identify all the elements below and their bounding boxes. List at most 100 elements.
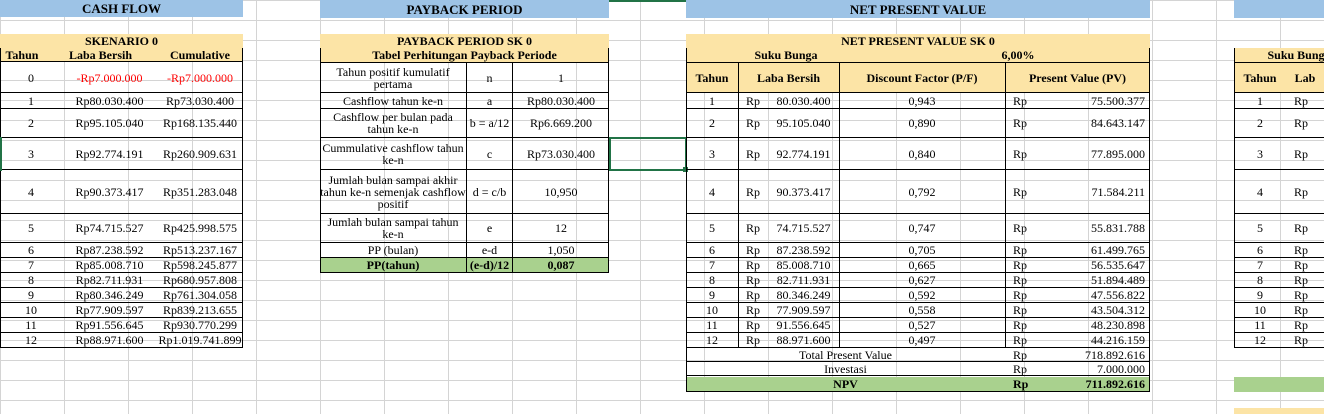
npv-total-value[interactable]: 718.892.616 [1045,348,1150,362]
npv-year[interactable]: 10 [686,303,738,318]
payback-value[interactable]: 1 [512,63,609,93]
npv-currency-label[interactable]: Rp [738,318,768,333]
cashflow-net-profit[interactable]: Rp80.030.400 [62,93,157,109]
npv-net-profit[interactable]: 74.715.527 [768,214,839,243]
right-year[interactable]: 1 [1234,93,1286,109]
payback-symbol[interactable]: c [467,138,512,170]
cashflow-cumulative[interactable]: Rp425.998.575 [157,214,243,243]
payback-symbol[interactable]: b = a/12 [467,109,512,138]
npv-currency-label[interactable]: Rp [738,243,768,258]
payback-symbol[interactable]: d = c/b [467,170,512,214]
npv-rate-value[interactable]: 6,00% [886,48,1150,63]
right-year[interactable]: 6 [1234,243,1286,258]
npv-header-1[interactable]: Laba Bersih [738,63,839,93]
npv-year[interactable]: 3 [686,138,738,170]
right-currency[interactable]: Rp [1286,93,1324,109]
fill-handle[interactable] [683,167,688,172]
npv-year[interactable]: 1 [686,93,738,109]
cashflow-title[interactable]: CASH FLOW [0,0,243,17]
npv-pv-currency[interactable]: Rp [1005,318,1045,333]
npv-net-profit[interactable]: 80.030.400 [768,93,839,109]
npv-present-value[interactable]: 61.499.765 [1045,243,1150,258]
npv-present-value[interactable]: 48.230.898 [1045,318,1150,333]
npv-year[interactable]: 5 [686,214,738,243]
npv-pv-currency[interactable]: Rp [1005,258,1045,273]
payback-symbol[interactable]: e [467,214,512,243]
right-currency[interactable]: Rp [1286,243,1324,258]
right-year[interactable]: 7 [1234,258,1286,273]
npv-discount-factor[interactable]: 0,527 [839,318,1005,333]
right-currency[interactable]: Rp [1286,258,1324,273]
cashflow-cumulative[interactable]: Rp513.237.167 [157,243,243,258]
right-year[interactable]: 12 [1234,333,1286,348]
cashflow-year[interactable]: 11 [0,318,62,333]
npv-net-profit[interactable]: 92.774.191 [768,138,839,170]
payback-title[interactable]: PAYBACK PERIOD [320,0,609,18]
cashflow-net-profit[interactable]: Rp90.373.417 [62,170,157,214]
npv-currency-label[interactable]: Rp [738,273,768,288]
npv-currency-label[interactable]: Rp [738,333,768,348]
cashflow-net-profit[interactable]: Rp82.711.931 [62,273,157,288]
cashflow-net-profit[interactable]: Rp80.346.249 [62,288,157,303]
npv-net-profit[interactable]: 77.909.597 [768,303,839,318]
npv-invest-value[interactable]: 7.000.000 [1045,362,1150,376]
npv-discount-factor[interactable]: 0,592 [839,288,1005,303]
payback-label[interactable]: PP (bulan) [320,243,467,258]
npv-present-value[interactable]: 43.504.312 [1045,303,1150,318]
npv-pv-currency[interactable]: Rp [1005,333,1045,348]
npv-total-currency[interactable]: Rp [1005,348,1045,362]
npv-pv-currency[interactable]: Rp [1005,288,1045,303]
npv-discount-factor[interactable]: 0,890 [839,109,1005,138]
cashflow-cumulative[interactable]: Rp1.019.741.899 [157,333,243,348]
payback-table-title[interactable]: Tabel Perhitungan Payback Periode [320,48,609,63]
cashflow-cumulative[interactable]: Rp839.213.655 [157,303,243,318]
npv-net-profit[interactable]: 85.008.710 [768,258,839,273]
payback-result-symbol[interactable]: (e-d)/12 [467,258,512,273]
npv-year[interactable]: 9 [686,288,738,303]
npv-net-profit[interactable]: 87.238.592 [768,243,839,258]
cashflow-cumulative[interactable]: Rp930.770.299 [157,318,243,333]
npv-present-value[interactable]: 77.895.000 [1045,138,1150,170]
npv-discount-factor[interactable]: 0,627 [839,273,1005,288]
cashflow-net-profit[interactable]: Rp85.008.710 [62,258,157,273]
cashflow-year[interactable]: 9 [0,288,62,303]
right-currency[interactable]: Rp [1286,109,1324,138]
payback-symbol[interactable]: a [467,93,512,109]
cashflow-net-profit[interactable]: Rp87.238.592 [62,243,157,258]
payback-label[interactable]: Cashflow tahun ke-n [320,93,467,109]
npv-present-value[interactable]: 56.535.647 [1045,258,1150,273]
npv-net-profit[interactable]: 91.556.645 [768,318,839,333]
payback-label[interactable]: Cummulative cashflow tahun ke-n [320,138,467,170]
payback-result-value[interactable]: 0,087 [512,258,609,273]
cashflow-year[interactable]: 2 [0,109,62,138]
cashflow-net-profit[interactable]: Rp95.105.040 [62,109,157,138]
npv-net-profit[interactable]: 88.971.600 [768,333,839,348]
npv-header-0[interactable]: Tahun [686,63,738,93]
payback-value[interactable]: Rp6.669.200 [512,109,609,138]
npv-pv-currency[interactable]: Rp [1005,303,1045,318]
npv-net-profit[interactable]: 95.105.040 [768,109,839,138]
right-year[interactable]: 8 [1234,273,1286,288]
npv-pv-currency[interactable]: Rp [1005,243,1045,258]
npv-discount-factor[interactable]: 0,943 [839,93,1005,109]
right-currency[interactable]: Rp [1286,214,1324,243]
npv-discount-factor[interactable]: 0,497 [839,333,1005,348]
cashflow-net-profit[interactable]: Rp77.909.597 [62,303,157,318]
right-currency[interactable]: Rp [1286,333,1324,348]
npv-title[interactable]: NET PRESENT VALUE [686,0,1150,18]
cashflow-year[interactable]: 0 [0,63,62,93]
npv-pv-currency[interactable]: Rp [1005,138,1045,170]
npv-present-value[interactable]: 75.500.377 [1045,93,1150,109]
npv-currency-label[interactable]: Rp [738,109,768,138]
active-cell-selection[interactable] [609,137,687,171]
payback-value[interactable]: Rp73.030.400 [512,138,609,170]
right-year[interactable]: 2 [1234,109,1286,138]
cashflow-cumulative[interactable]: Rp761.304.058 [157,288,243,303]
npv-present-value[interactable]: 44.216.159 [1045,333,1150,348]
npv-pv-currency[interactable]: Rp [1005,214,1045,243]
npv-result-label[interactable]: NPV [686,377,1005,392]
npv-currency-label[interactable]: Rp [738,138,768,170]
npv-year[interactable]: 12 [686,333,738,348]
npv-year[interactable]: 8 [686,273,738,288]
npv-discount-factor[interactable]: 0,792 [839,170,1005,214]
